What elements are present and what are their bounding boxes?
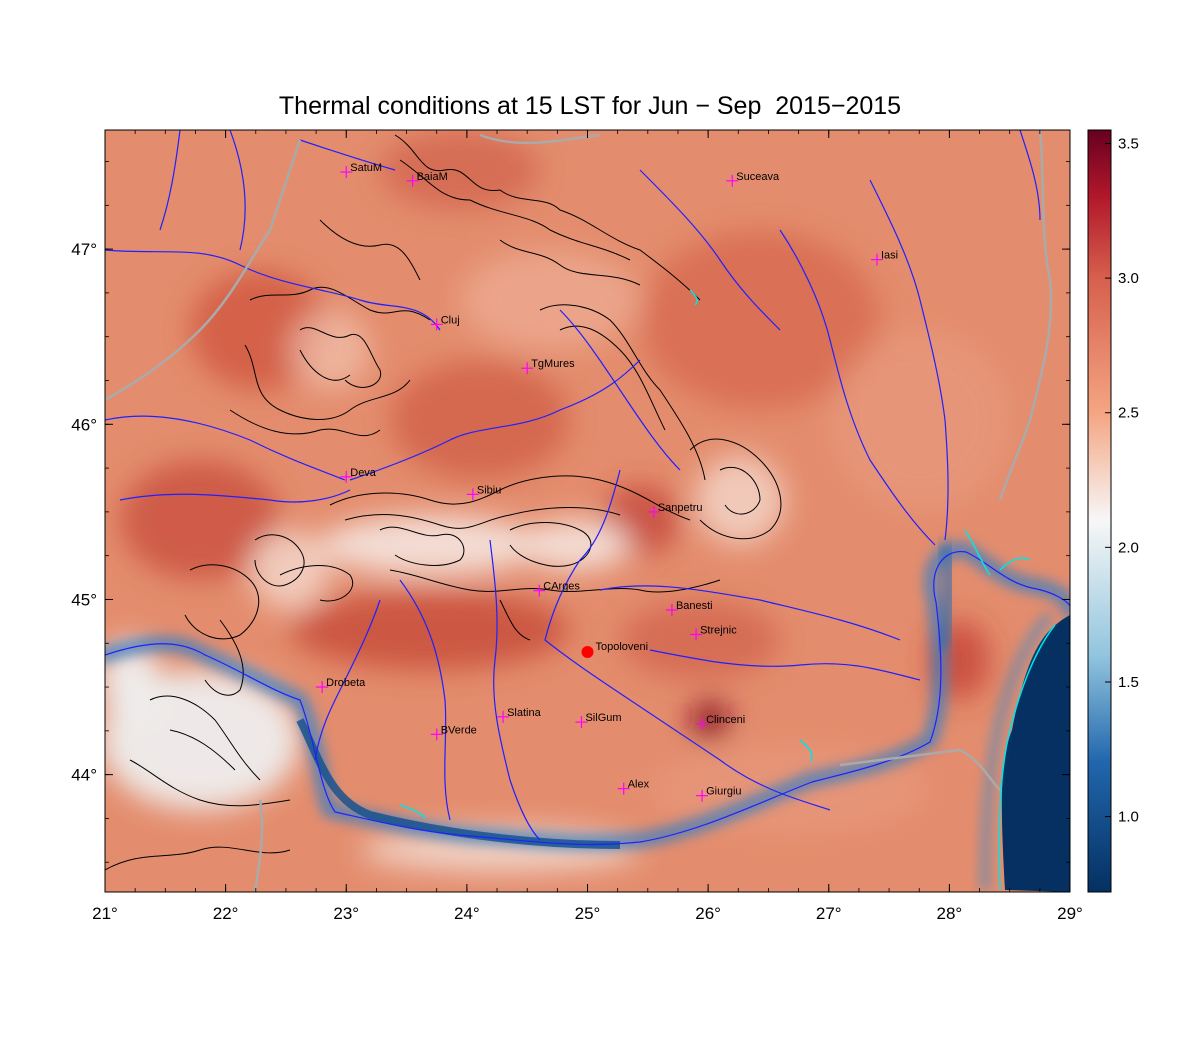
- city-sanpetru[interactable]: Sanpetru: [647, 502, 703, 518]
- city-clinceni[interactable]: Clinceni: [696, 714, 745, 730]
- station-label: Topoloveni: [596, 641, 649, 653]
- delta-cool-band: [933, 543, 957, 652]
- colorbar: [1087, 129, 1112, 893]
- city-label: SilGum: [585, 712, 621, 724]
- x-tick-label: 22°: [213, 904, 239, 923]
- city-label: Suceava: [736, 171, 780, 183]
- national-borders: [105, 130, 1053, 892]
- city-strejnic[interactable]: Strejnic: [690, 624, 737, 641]
- city-alex[interactable]: Alex: [617, 779, 650, 795]
- colorbar-tick-label: 3.5: [1118, 135, 1139, 152]
- y-axis: 44° 45° 46° 47°: [71, 161, 1070, 863]
- x-tick-label: 27°: [816, 904, 842, 923]
- colorbar-tick-label: 1.5: [1118, 674, 1139, 691]
- colorbar-tick-label: 2.0: [1118, 539, 1139, 556]
- y-tick-label: 47°: [71, 240, 97, 259]
- colorbar-ticks: 1.0 1.5 2.0 2.5 3.0 3.5: [1105, 135, 1139, 826]
- city-label: CArges: [543, 581, 580, 593]
- city-label: Sibiu: [477, 484, 501, 496]
- rivers: [105, 130, 1070, 846]
- city-markers: SatuM BaiaM Suceava Iasi Cluj TgMures Deva Sibi…: [316, 162, 898, 802]
- x-tick-label: 23°: [333, 904, 359, 923]
- city-label: Sanpetru: [658, 502, 703, 514]
- city-drobeta[interactable]: Drobeta: [316, 677, 366, 694]
- x-tick-label: 25°: [575, 904, 601, 923]
- city-label: Alex: [628, 779, 650, 791]
- x-tick-label: 26°: [695, 904, 721, 923]
- city-label: Deva: [350, 467, 377, 479]
- city-label: Strejnic: [700, 624, 737, 636]
- city-cluj[interactable]: Cluj: [430, 314, 460, 331]
- city-label: Cluj: [441, 314, 460, 326]
- city-iasi[interactable]: Iasi: [871, 250, 898, 266]
- colorbar-tick-label: 3.0: [1118, 270, 1139, 287]
- city-label: Iasi: [881, 250, 898, 262]
- station-topoloveni[interactable]: Topoloveni: [581, 641, 649, 659]
- x-tick-label: 28°: [937, 904, 963, 923]
- x-tick-label: 21°: [92, 904, 118, 923]
- y-tick-label: 46°: [71, 415, 97, 434]
- x-axis: 21° 22° 23° 24° 25° 26° 27° 28° 29°: [92, 130, 1083, 923]
- city-sibiu[interactable]: Sibiu: [466, 484, 501, 501]
- black-sea: [1001, 615, 1070, 892]
- city-satum[interactable]: SatuM: [340, 162, 382, 179]
- y-tick-label: 45°: [71, 590, 97, 609]
- x-tick-label: 29°: [1057, 904, 1083, 923]
- coast-cool-band: [980, 611, 1054, 891]
- city-label: Giurgiu: [706, 786, 741, 798]
- city-tgmures[interactable]: TgMures: [521, 358, 575, 375]
- city-slatina[interactable]: Slatina: [497, 707, 542, 723]
- city-silgum[interactable]: SilGum: [575, 712, 622, 729]
- city-label: Drobeta: [326, 677, 366, 689]
- terrain-contours: [105, 134, 782, 871]
- map-title: Thermal conditions at 15 LST for Jun − S…: [278, 92, 902, 120]
- y-tick-label: 44°: [71, 766, 97, 785]
- city-deva[interactable]: Deva: [340, 467, 377, 483]
- city-carges[interactable]: CArges: [533, 581, 580, 597]
- city-suceava[interactable]: Suceava: [726, 171, 780, 187]
- station-dot[interactable]: [581, 646, 594, 659]
- city-label: BaiaM: [417, 171, 448, 183]
- city-label: TgMures: [531, 358, 575, 370]
- thermal-field: [105, 130, 1010, 872]
- colorbar-tick-label: 1.0: [1118, 809, 1139, 826]
- city-label: Slatina: [507, 707, 542, 719]
- map-plot-area: SatuM BaiaM Suceava Iasi Cluj TgMures Deva Sibi…: [105, 130, 1070, 892]
- city-bverde[interactable]: BVerde: [430, 724, 477, 741]
- city-label: SatuM: [350, 162, 382, 174]
- city-banesti[interactable]: Banesti: [665, 600, 713, 616]
- city-label: Clinceni: [706, 714, 745, 726]
- colorbar-tick-label: 2.5: [1118, 405, 1139, 422]
- x-tick-label: 24°: [454, 904, 480, 923]
- city-giurgiu[interactable]: Giurgiu: [696, 786, 742, 802]
- lakes-coast: [399, 289, 1056, 891]
- city-baiam[interactable]: BaiaM: [406, 171, 448, 187]
- city-label: BVerde: [441, 724, 477, 736]
- city-label: Banesti: [676, 600, 713, 612]
